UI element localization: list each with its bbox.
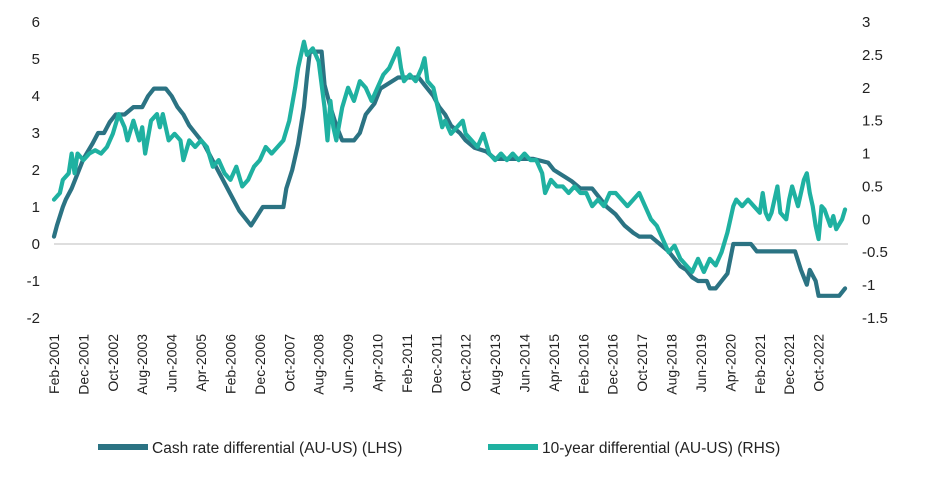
x-tick-label: Dec-2006 bbox=[252, 334, 268, 395]
legend: Cash rate differential (AU-US) (LHS) 10-y… bbox=[98, 440, 780, 457]
x-tick-label: Feb-2011 bbox=[399, 334, 415, 393]
x-tick-label: Aug-2013 bbox=[487, 334, 503, 395]
right-y-tick-label: 1.5 bbox=[862, 113, 883, 130]
x-tick-label: Oct-2002 bbox=[105, 334, 121, 392]
x-tick-label: Oct-2007 bbox=[281, 334, 297, 392]
left-y-axis: 6 5 4 3 2 1 0 -1 -2 bbox=[27, 14, 40, 327]
right-y-tick-label: 2 bbox=[862, 80, 870, 97]
x-tick-label: Feb-2021 bbox=[752, 334, 768, 394]
legend-label: 10-year differential (AU-US) (RHS) bbox=[542, 440, 780, 457]
x-tick-label: Jun-2009 bbox=[340, 334, 356, 393]
right-y-tick-label: 0 bbox=[862, 211, 870, 228]
plot-area bbox=[51, 39, 848, 298]
series-line-10-year bbox=[51, 39, 848, 275]
right-y-tick-label: 0.5 bbox=[862, 178, 883, 195]
x-tick-label: Jun-2019 bbox=[693, 334, 709, 393]
right-y-tick-label: 2.5 bbox=[862, 47, 883, 64]
x-tick-label: Dec-2011 bbox=[428, 334, 444, 394]
left-y-tick-label: 4 bbox=[32, 88, 40, 105]
right-y-tick-label: -1 bbox=[862, 277, 875, 294]
x-tick-label: Apr-2005 bbox=[193, 334, 209, 392]
series-line-cash-rate bbox=[51, 49, 848, 298]
left-y-tick-label: 5 bbox=[32, 51, 40, 68]
x-tick-label: Dec-2021 bbox=[781, 334, 797, 395]
x-tick-label: Oct-2017 bbox=[634, 334, 650, 392]
x-tick-label: Apr-2020 bbox=[722, 334, 738, 392]
right-y-tick-label: -1.5 bbox=[862, 310, 888, 327]
x-tick-label: Aug-2018 bbox=[664, 334, 680, 395]
left-y-tick-label: 2 bbox=[32, 162, 40, 179]
x-tick-label: Feb-2001 bbox=[46, 334, 62, 394]
x-tick-label: Feb-2016 bbox=[575, 334, 591, 394]
x-tick-label: Aug-2003 bbox=[134, 334, 150, 395]
x-tick-label: Dec-2016 bbox=[605, 334, 621, 395]
left-y-tick-label: -1 bbox=[27, 273, 40, 290]
x-axis: Feb-2001 Dec-2001 Oct-2002 Aug-2003 Jun-2004… bbox=[46, 334, 827, 395]
x-tick-label: Jun-2004 bbox=[164, 334, 180, 393]
x-tick-label: Aug-2008 bbox=[311, 334, 327, 395]
x-tick-label: Oct-2022 bbox=[811, 334, 827, 392]
left-y-tick-label: 3 bbox=[32, 125, 40, 142]
legend-label: Cash rate differential (AU-US) (LHS) bbox=[152, 440, 402, 457]
x-tick-label: Apr-2010 bbox=[369, 334, 385, 392]
right-y-axis: 3 2.5 2 1.5 1 0.5 0 -0.5 -1 -1.5 bbox=[862, 14, 888, 327]
right-y-tick-label: -0.5 bbox=[862, 244, 888, 261]
left-y-tick-label: 1 bbox=[32, 199, 40, 216]
left-y-tick-label: 0 bbox=[32, 236, 40, 253]
x-tick-label: Oct-2012 bbox=[458, 334, 474, 392]
x-tick-label: Apr-2015 bbox=[546, 334, 562, 392]
x-tick-label: Jun-2014 bbox=[517, 334, 533, 393]
left-y-tick-label: 6 bbox=[32, 14, 40, 31]
x-tick-label: Dec-2001 bbox=[75, 334, 91, 395]
right-y-tick-label: 1 bbox=[862, 146, 870, 163]
x-tick-label: Feb-2006 bbox=[222, 334, 238, 394]
left-y-tick-label: -2 bbox=[27, 310, 40, 327]
right-y-tick-label: 3 bbox=[862, 14, 870, 31]
